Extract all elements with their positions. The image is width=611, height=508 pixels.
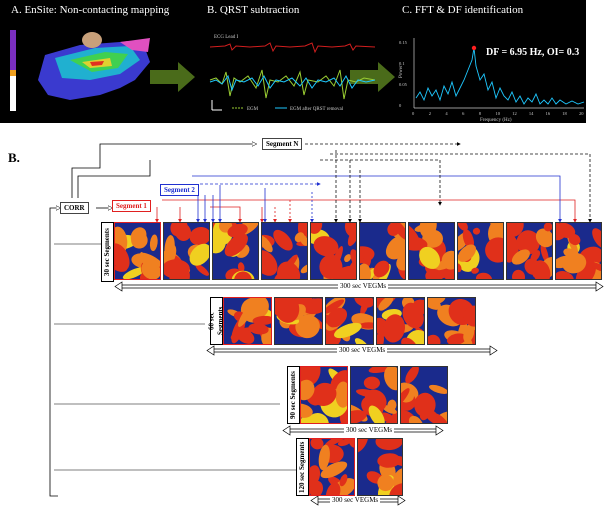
title-ensite: A. EnSite: Non-contacting mapping (11, 4, 170, 16)
activation-map-blobs (507, 223, 552, 279)
colorbar-purple (10, 30, 16, 70)
fft-xtick-label: 0 (412, 111, 415, 116)
egm-after-trace (209, 74, 376, 92)
corr-box: CORR (60, 202, 89, 214)
activation-map-blobs (311, 223, 356, 279)
fft-xtick-label: 12 (512, 111, 517, 116)
activation-map-tile (408, 222, 455, 280)
legend-egm: EGM (247, 107, 259, 112)
fft-xtick-label: 18 (562, 111, 567, 116)
section-b-label: B. (8, 150, 20, 165)
fft-ytick-label: 0.1 (399, 61, 405, 66)
title-qrst: B. QRST subtraction (207, 4, 300, 16)
activation-map-blobs (227, 298, 271, 344)
fft-xtick-label: 6 (462, 111, 465, 116)
fft-ytick-label: 0.15 (399, 40, 408, 45)
activation-map-blobs (458, 223, 503, 279)
legend-egm-after: EGM after QRST removal (290, 107, 344, 112)
segment-1-tag: Segment 1 (112, 200, 151, 212)
fft-y-ticks: 0.15 0.1 0.05 0 (399, 40, 408, 108)
fft-xtick-label: 4 (445, 111, 448, 116)
activation-map-blobs (377, 298, 424, 344)
veg-label-row4: 300 sec VEGMs (330, 496, 381, 504)
activation-map-tile (357, 438, 403, 496)
row-label-60s: 60 sec Segments (208, 297, 225, 345)
corr-to-seg2 (77, 160, 151, 198)
title-fft: C. FFT & DF identification (402, 4, 524, 16)
activation-map-tile (274, 297, 323, 345)
activation-map-blobs (275, 298, 322, 339)
ecg-label: ECG Lead I (214, 35, 238, 40)
df-peak-marker (471, 45, 477, 51)
activation-map-blobs (115, 226, 160, 279)
veg-label-row1: 300 sec VEGMs (338, 282, 389, 290)
fft-xlabel: Frequency (Hz) (480, 118, 512, 123)
panel-a-graphics: ECG Lead I EGM EGM after QRST removal 0.… (10, 30, 585, 123)
activation-map-tile (309, 438, 355, 496)
ensite-map (38, 32, 150, 100)
corr-loop-outer (49, 208, 60, 497)
fft-spectrum (415, 47, 585, 105)
activation-map-tile (400, 366, 448, 424)
activation-map-blobs (262, 223, 307, 279)
activation-map-tile (359, 222, 406, 280)
panel-a: A. EnSite: Non-contacting mapping B. QRS… (0, 0, 586, 123)
segment-n-tag: Segment N (262, 138, 303, 150)
row-label-120s: 120 sec Segments (296, 438, 309, 496)
activation-map-tile (506, 222, 553, 280)
activation-map-tile (163, 222, 210, 280)
activation-map-blobs (401, 367, 447, 423)
colorbar-white (10, 76, 16, 111)
arrow-b-to-c (350, 62, 395, 92)
arrow-a-to-b (150, 62, 195, 92)
activation-map-blobs (164, 223, 209, 279)
activation-map-tile (212, 222, 259, 280)
activation-map-blobs (358, 439, 402, 495)
activation-map-blobs (310, 439, 354, 495)
activation-map-blobs (213, 223, 258, 279)
section-a-label: A. (8, 2, 21, 17)
activation-map-blobs (301, 367, 347, 423)
veg-label-row3: 300 sec VEGMs (344, 426, 395, 434)
activation-map-tile (376, 297, 425, 345)
egm-trace (209, 69, 376, 100)
fft-xtick-label: 8 (479, 111, 482, 116)
row-label-30s: 30 sec Segments (101, 222, 114, 282)
fft-xtick-label: 20 (579, 111, 584, 116)
fft-ytick-label: 0.05 (399, 82, 408, 87)
df-annotation: DF = 6.95 Hz, OI= 0.3 (486, 47, 579, 58)
row-label-90s: 90 sec Segments (287, 366, 300, 424)
fft-xtick-label: 16 (546, 111, 551, 116)
activation-map-tile (350, 366, 398, 424)
activation-map-blobs (351, 367, 397, 423)
fft-xtick-label: 14 (529, 111, 534, 116)
activation-map-tile (457, 222, 504, 280)
ecg-trace (209, 42, 376, 54)
activation-map-tile (261, 222, 308, 280)
veg-label-row2: 300 sec VEGMs (337, 346, 388, 354)
fft-x-ticks: 0 2 4 6 8 10 12 14 16 18 20 (412, 111, 584, 116)
activation-map-tile (325, 297, 374, 345)
activation-map-tile (427, 297, 476, 345)
activation-map-tile (310, 222, 357, 280)
activation-map-blobs (409, 223, 454, 279)
activation-map-blobs (326, 298, 373, 344)
activation-map-blobs (556, 223, 601, 279)
fft-ylabel: Power (399, 65, 404, 78)
fft-ytick-label: 0 (399, 103, 402, 108)
segment-2-tag: Segment 2 (160, 184, 199, 196)
activation-map-tile (555, 222, 602, 280)
activation-map-tile (300, 366, 348, 424)
activation-map-tile (223, 297, 272, 345)
torso-icon (82, 32, 102, 48)
activation-map-blobs (360, 223, 405, 279)
fft-xtick-label: 10 (496, 111, 501, 116)
activation-map-blobs (428, 298, 475, 344)
fft-xtick-label: 2 (429, 111, 431, 116)
colorbar-orange (10, 70, 16, 76)
activation-map-tile (114, 222, 161, 280)
